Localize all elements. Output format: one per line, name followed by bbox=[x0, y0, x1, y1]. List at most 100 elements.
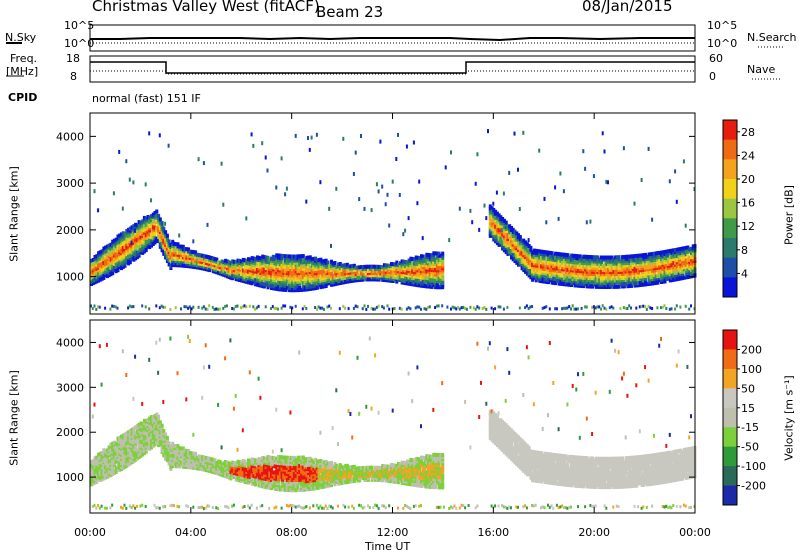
scatter-cell bbox=[142, 230, 146, 235]
scatter-cell bbox=[91, 505, 94, 508]
scatter-cell bbox=[165, 440, 169, 444]
scatter-cell bbox=[157, 213, 161, 218]
scatter-cell bbox=[435, 283, 439, 288]
scatter-cell bbox=[668, 255, 672, 260]
scatter-cell bbox=[289, 271, 293, 276]
scatter-cell bbox=[201, 260, 205, 265]
scatter-cell bbox=[241, 257, 245, 262]
scatter-cell bbox=[621, 282, 625, 287]
scatter-cell bbox=[245, 258, 249, 263]
scatter-cell bbox=[259, 283, 263, 288]
scatter-cell bbox=[605, 274, 609, 279]
scatter-cell bbox=[135, 223, 139, 228]
scatter-cell bbox=[614, 270, 618, 275]
scatter-cell bbox=[135, 424, 139, 429]
scatter-cell bbox=[264, 274, 268, 279]
scatter-cell bbox=[554, 270, 558, 275]
scatter-cell bbox=[386, 263, 390, 268]
scatter-cell bbox=[384, 273, 388, 278]
scatter-cell bbox=[111, 254, 115, 259]
scatter-cell bbox=[345, 275, 349, 280]
scatter-cell bbox=[497, 215, 501, 220]
scatter-cell bbox=[181, 244, 185, 249]
scatter-cell bbox=[206, 504, 209, 508]
scatter-cell bbox=[570, 253, 573, 258]
scatter-cell bbox=[656, 278, 660, 283]
scatter-cell bbox=[264, 282, 268, 287]
scatter-cell bbox=[243, 275, 247, 280]
scatter-cell bbox=[386, 276, 390, 281]
scatter-cell bbox=[137, 426, 141, 431]
scatter-cell bbox=[550, 253, 554, 258]
scatter-cell bbox=[123, 232, 127, 237]
scatter-cell bbox=[592, 282, 596, 287]
scatter-cell bbox=[688, 264, 692, 269]
scatter-cell bbox=[262, 269, 266, 274]
scatter-cell bbox=[144, 233, 148, 238]
scatter-cell bbox=[91, 266, 95, 271]
scatter-cell bbox=[155, 228, 159, 233]
scatter-cell bbox=[264, 155, 267, 160]
scatter-cell bbox=[428, 276, 432, 281]
scatter-cell bbox=[150, 415, 153, 420]
scatter-cell bbox=[367, 264, 370, 269]
scatter-cell bbox=[584, 263, 588, 268]
scatter-cell bbox=[155, 412, 159, 417]
scatter-cell bbox=[543, 252, 547, 257]
scatter-cell bbox=[303, 274, 307, 279]
scatter-cell bbox=[322, 263, 326, 268]
scatter-cell bbox=[231, 276, 235, 281]
scatter-cell bbox=[603, 278, 607, 283]
scatter-cell bbox=[554, 255, 558, 260]
scatter-cell bbox=[285, 258, 289, 263]
scatter-cell bbox=[562, 189, 565, 194]
scatter-cell bbox=[434, 257, 438, 262]
scatter-cell bbox=[109, 251, 113, 256]
scatter-cell bbox=[153, 416, 157, 421]
scatter-cell bbox=[127, 227, 131, 232]
scatter-cell bbox=[525, 271, 529, 276]
scatter-cell bbox=[439, 268, 443, 273]
scatter-cell bbox=[97, 504, 100, 507]
scatter-cell bbox=[123, 242, 127, 247]
scatter-cell bbox=[144, 246, 148, 250]
scatter-cell bbox=[307, 278, 310, 283]
scatter-cell bbox=[135, 250, 139, 255]
scatter-cell bbox=[174, 252, 178, 257]
scatter-cell bbox=[545, 250, 549, 255]
scatter-cell bbox=[435, 274, 439, 279]
scatter-cell bbox=[264, 259, 268, 264]
scatter-cell bbox=[386, 269, 390, 274]
scatter-cell bbox=[331, 267, 335, 272]
scatter-cell bbox=[667, 274, 670, 279]
scatter-cell bbox=[111, 260, 115, 265]
scatter-cell bbox=[151, 227, 155, 232]
scatter-cell bbox=[132, 251, 136, 256]
scatter-cell bbox=[432, 257, 436, 262]
scatter-cell bbox=[259, 271, 263, 275]
scatter-cell bbox=[322, 275, 326, 280]
scatter-cell bbox=[109, 259, 113, 264]
scatter-cell bbox=[439, 253, 443, 258]
scatter-cell bbox=[522, 268, 526, 273]
scatter-cell bbox=[661, 265, 665, 269]
scatter-cell bbox=[423, 284, 427, 289]
scatter-cell bbox=[141, 236, 145, 241]
scatter-cell bbox=[243, 268, 247, 273]
scatter-cell bbox=[363, 267, 367, 271]
scatter-cell bbox=[686, 245, 690, 250]
scatter-cell bbox=[111, 252, 115, 257]
scatter-cell bbox=[592, 305, 595, 309]
scatter-cell bbox=[591, 280, 595, 285]
scatter-cell bbox=[248, 274, 252, 279]
scatter-cell bbox=[428, 305, 431, 309]
scatter-cell bbox=[612, 259, 616, 264]
scatter-cell bbox=[395, 269, 399, 274]
scatter-cell bbox=[365, 307, 368, 311]
scatter-cell bbox=[656, 261, 660, 266]
scatter-cell bbox=[241, 260, 245, 264]
scatter-cell bbox=[522, 255, 526, 260]
scatter-cell bbox=[488, 214, 492, 219]
scatter-cell bbox=[139, 222, 143, 227]
scatter-cell bbox=[624, 267, 628, 272]
